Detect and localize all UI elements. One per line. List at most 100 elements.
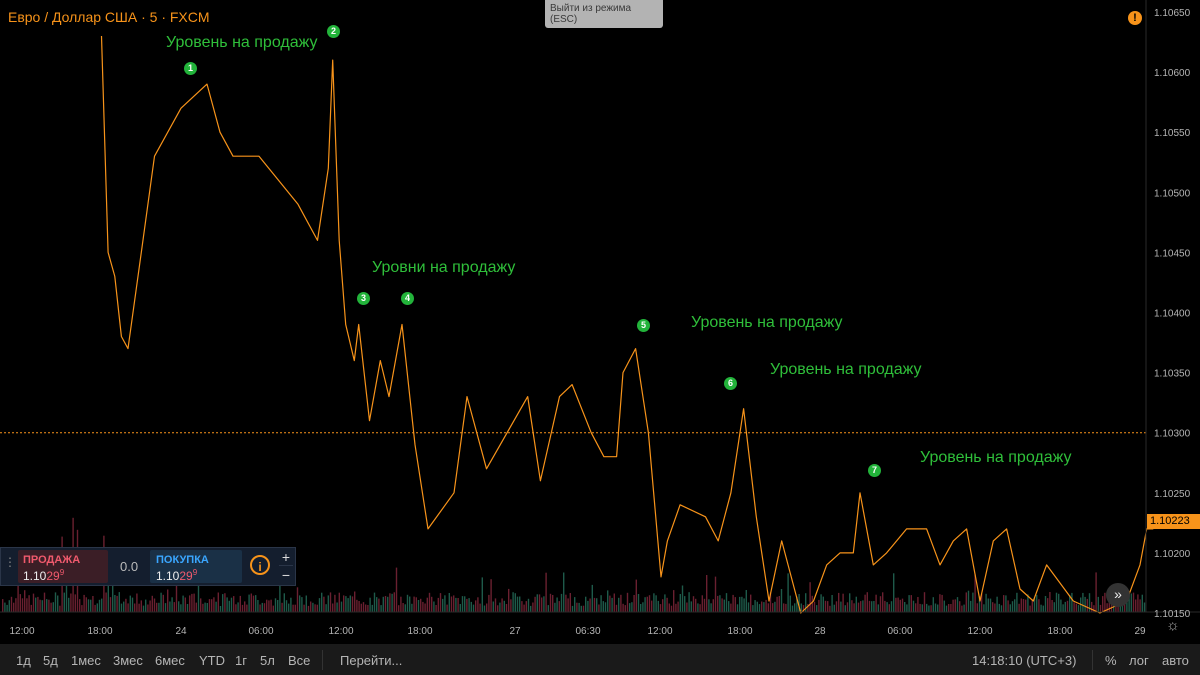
volume-bar [248,594,250,612]
clock-timezone[interactable]: 14:18:10 (UTC+3) [972,653,1077,668]
volume-bar [420,598,422,612]
volume-bar [431,596,433,612]
volume-bar [983,604,985,612]
volume-bar [1071,592,1073,612]
drag-handle-icon[interactable]: ⋮⋮ [4,555,28,569]
volume-bar [578,602,580,612]
marker-6[interactable]: 6 [724,377,737,390]
volume-bar [527,598,530,612]
volume-bar [338,592,340,612]
volume-bar [314,604,316,612]
marker-2[interactable]: 2 [327,25,340,38]
volume-bar [1095,572,1097,612]
volume-bar [827,601,829,612]
decrease-button[interactable]: − [281,567,291,583]
volume-bar [996,596,998,612]
volume-bar [646,596,648,612]
volume-bar [125,598,127,612]
volume-bar [607,590,609,612]
volume-bar [604,602,607,612]
volume-bar [19,594,21,612]
volume-bar [787,573,789,612]
volume-bar [703,598,706,612]
auto-scale-toggle[interactable]: авто [1162,653,1189,668]
volume-bar [312,602,314,612]
volume-bar [754,600,756,612]
volume-bar [934,603,937,612]
price-axis[interactable]: 1.10650 1.10600 1.10550 1.10500 1.10450 1.104… [1154,8,1191,620]
volume-bar [54,592,57,612]
volume-bar [195,602,197,612]
marker-7[interactable]: 7 [868,464,881,477]
sell-button[interactable]: ПРОДАЖА 1.10299 [18,550,108,583]
volume-bar [840,601,842,612]
time-tick-label: 12:00 [328,626,353,637]
exit-fullscreen-tooltip[interactable]: Выйти из режима (ESC) [545,0,663,28]
volume-bar [714,576,717,612]
goto-date-button[interactable]: Перейти... [340,653,403,668]
volume-bar [642,602,644,612]
buy-button[interactable]: ПОКУПКА 1.10299 [150,550,242,583]
range-1y[interactable]: 1г [235,653,247,668]
gear-icon[interactable]: ☼ [1166,617,1180,634]
volume-bar [943,600,945,612]
volume-bar [409,596,411,612]
time-axis[interactable]: 12:00 18:00 24 06:00 12:00 18:00 27 06:30 12:00 1… [9,626,1146,637]
volume-bar [961,605,963,612]
volume-bar [699,604,701,612]
volume-bar [13,602,15,612]
range-6m[interactable]: 6мес [155,653,185,668]
range-all[interactable]: Все [288,653,311,668]
volume-bar [563,572,565,612]
volume-bar [404,604,406,612]
volume-bar [274,598,277,612]
volume-bar [164,603,167,612]
marker-1[interactable]: 1 [184,62,197,75]
range-5y[interactable]: 5л [260,653,275,668]
volume-bar [809,582,811,612]
volume-bar [499,602,501,612]
volume-bar [855,596,857,612]
log-scale-toggle[interactable]: лог [1129,653,1149,668]
marker-4[interactable]: 4 [401,292,414,305]
volume-bar [1137,594,1139,612]
volume-bar [989,598,992,612]
volume-bar [222,594,224,612]
volume-bar [888,604,890,612]
warning-icon[interactable]: ! [1128,11,1142,25]
range-3m[interactable]: 3мес [113,653,143,668]
volume-bar [70,593,72,612]
volume-bar [1000,605,1003,612]
range-5d[interactable]: 5д [43,653,58,668]
volume-bar [706,575,708,612]
marker-3[interactable]: 3 [357,292,370,305]
volume-bar [417,600,420,612]
volume-bar [138,603,140,612]
marker-5[interactable]: 5 [637,319,650,332]
volume-bar [356,599,358,612]
volume-bar [373,592,376,612]
increase-button[interactable]: + [279,549,293,566]
volume-bar [316,604,318,612]
volume-bar [208,599,211,612]
exit-tooltip-line1: Выйти из режима [550,3,632,14]
volume-bar [1038,599,1040,612]
volume-bar [98,599,101,612]
volume-bar [15,598,17,612]
volume-bar [191,593,193,612]
volume-bar [717,595,719,612]
volume-bar [1016,592,1018,612]
symbol-title[interactable]: Евро / Доллар США · 5 · FXCM [8,9,210,25]
percent-scale-toggle[interactable]: % [1105,653,1117,668]
range-1m[interactable]: 1мес [71,653,101,668]
price-chart[interactable]: 1.10650 1.10600 1.10550 1.10500 1.10450 1.104… [0,0,1200,644]
double-chevron-right-icon[interactable]: » [1106,583,1130,607]
range-1d[interactable]: 1д [16,653,31,668]
info-icon[interactable]: i [250,555,270,575]
volume-bar [266,599,268,612]
volume-bar [167,589,169,612]
volume-bar [134,603,136,612]
volume-bar [752,605,754,612]
volume-bar [1135,599,1137,612]
range-ytd[interactable]: YTD [199,653,225,668]
